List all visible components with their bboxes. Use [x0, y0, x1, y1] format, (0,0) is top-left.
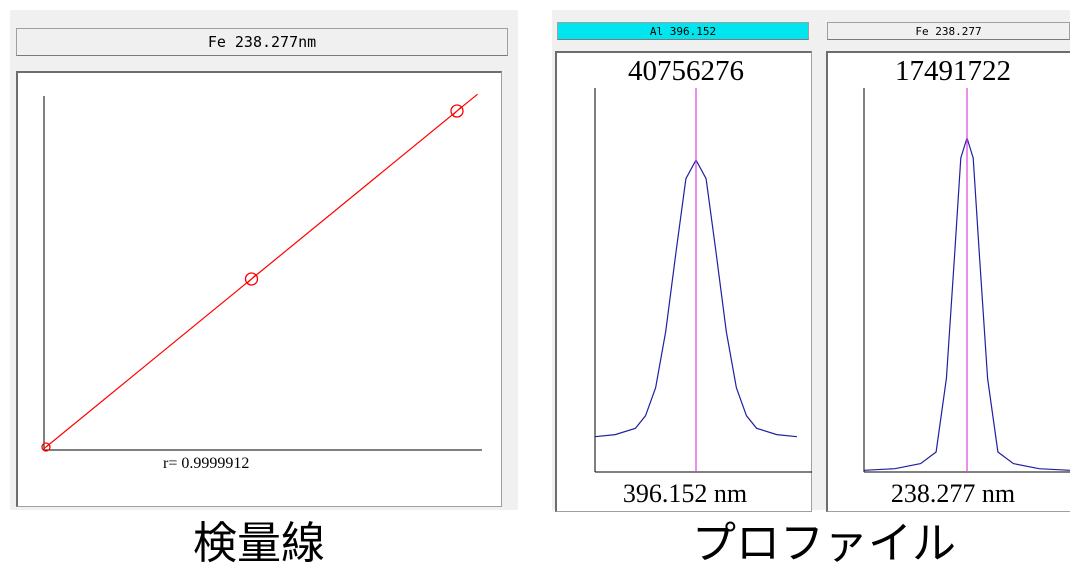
profile-intensity-al: 40756276 [628, 55, 744, 87]
profile-wavelength-fe: 238.277 nm [890, 479, 1016, 508]
calibration-title: Fe 238.277nm [16, 28, 508, 56]
profile-frame-fe [826, 51, 1070, 512]
calibration-r-value: r= 0.9999912 [163, 455, 250, 472]
calibration-point [244, 272, 259, 286]
calibration-point [450, 104, 464, 118]
calibration-point-mark [452, 106, 462, 116]
calibration-fit-line [45, 93, 478, 448]
caption-profile: プロファイル [692, 518, 956, 569]
profile-wavelength-al: 396.152 nm [622, 479, 748, 508]
profile-title-al: Al 396.152 [557, 22, 809, 40]
calibration-point [41, 442, 51, 452]
profile-title-fe: Fe 238.277 [827, 22, 1070, 40]
calibration-plot-frame [16, 71, 502, 507]
calibration-point-mark [42, 443, 50, 451]
profile-intensity-fe: 17491722 [895, 55, 1011, 87]
profile-frame-al [555, 51, 812, 512]
calibration-point-mark [246, 274, 257, 284]
caption-calibration: 検量線 [193, 518, 325, 569]
